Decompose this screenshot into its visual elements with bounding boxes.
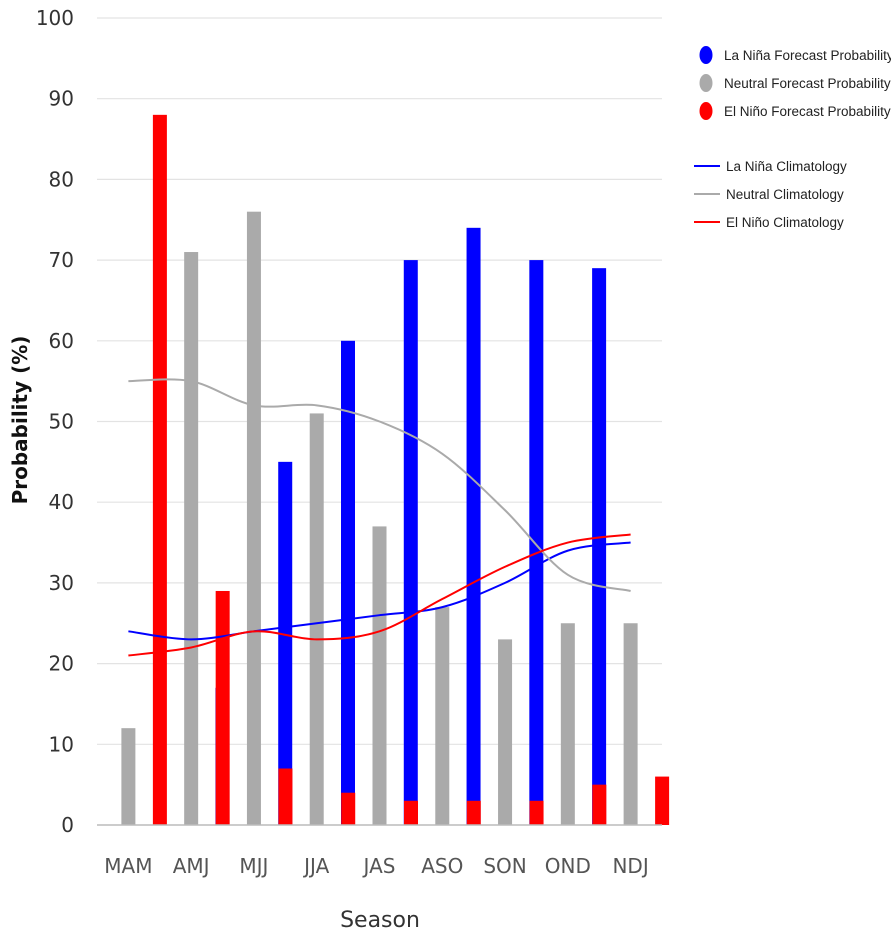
legend-label: La Niña Forecast Probability [724,48,891,63]
bar [530,801,544,825]
y-tick-label: 0 [61,813,74,837]
y-tick-label: 10 [49,732,74,756]
y-tick-label: 80 [49,167,74,191]
x-tick-label: MAM [104,854,152,878]
legend-marker-dot [700,74,713,92]
x-axis-label: Season [340,908,420,933]
bar [404,801,418,825]
bar [529,260,543,825]
bar [310,413,324,825]
y-tick-label: 50 [49,410,74,434]
y-axis-ticks: 0 10 20 30 40 50 60 70 80 90 100 [36,6,74,837]
x-tick-label: JJA [302,854,329,878]
x-tick-label: OND [545,854,591,878]
legend-marker-dot [700,102,713,120]
x-tick-label: AMJ [173,854,210,878]
legend-marker-dot [700,46,713,64]
bar [184,252,198,825]
y-tick-label: 100 [36,6,74,30]
y-tick-label: 30 [49,571,74,595]
y-tick-label: 60 [49,329,74,353]
bar [498,639,512,825]
bar-series [121,115,669,825]
bar [216,591,230,825]
bar [404,260,418,825]
x-tick-label: JAS [362,854,396,878]
y-tick-label: 90 [49,87,74,111]
bar [592,785,606,825]
bar [467,801,481,825]
bar [278,769,292,825]
x-axis-ticks: MAM AMJ MJJ JJA JAS ASO SON OND NDJ [104,854,648,878]
x-tick-label: NDJ [612,854,648,878]
legend-label: El Niño Forecast Probability [724,104,891,119]
x-tick-label: ASO [421,854,463,878]
bar [247,212,261,825]
legend-label: La Niña Climatology [726,159,847,174]
bar [435,607,449,825]
bar [624,623,638,825]
x-tick-label: SON [483,854,526,878]
legend-label: El Niño Climatology [726,215,844,230]
legend-label: Neutral Forecast Probability [724,76,891,91]
y-tick-label: 20 [49,652,74,676]
y-tick-label: 70 [49,248,74,272]
bar [467,228,481,825]
bar [655,777,669,825]
bar [121,728,135,825]
legend: La Niña Forecast Probability Neutral Fore… [694,46,891,230]
y-tick-label: 40 [49,490,74,514]
bar [561,623,575,825]
bar [373,526,387,825]
legend-label: Neutral Climatology [726,187,844,202]
bar [341,793,355,825]
bar [153,115,167,825]
y-axis-label: Probability (%) [8,336,32,505]
x-tick-label: MJJ [239,854,268,878]
